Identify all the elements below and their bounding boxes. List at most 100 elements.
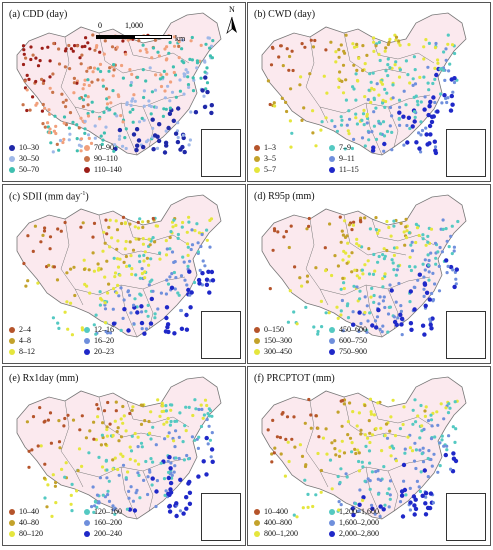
station-dot [51,90,55,94]
station-dot [352,220,356,224]
map-sdii [16,194,222,338]
station-dot [144,309,148,313]
station-dot [357,469,361,473]
station-dot [171,118,176,124]
station-dot [124,52,128,56]
station-dot [190,243,195,247]
station-dot [27,77,31,81]
station-dot [177,435,181,439]
station-dot [343,235,348,239]
station-dot [412,459,417,463]
station-dot [111,74,115,78]
station-dot [55,278,60,282]
station-dot [207,424,211,428]
station-dot [68,111,73,115]
station-dot [412,119,417,124]
province-border [60,218,100,296]
station-dot [427,278,431,282]
station-dot [431,298,436,302]
station-dot [121,215,126,219]
station-dot [271,418,275,422]
station-dot [138,276,142,280]
station-dot [385,91,389,95]
station-dot [131,405,135,409]
station-dot [80,45,84,49]
station-dot [429,119,435,125]
station-dot [410,449,415,453]
station-dot [167,455,172,460]
station-dot [328,222,332,226]
legend-dot [9,508,15,515]
panel-rx1day: (e) Rx1day (mm) 10–40 120–160 40–80 160–… [2,366,246,546]
station-dot [128,411,132,416]
station-dot [187,215,191,219]
station-dot [103,303,107,307]
station-dot [75,149,79,153]
station-dot [203,75,208,80]
station-dot [405,236,409,240]
station-dot [397,39,401,43]
legend-dot [9,337,15,344]
station-dot [134,237,138,241]
station-dot [168,403,173,407]
station-dot [423,414,427,418]
station-dot [382,247,386,251]
legend-dot [254,348,260,355]
station-dot [204,435,209,441]
south-china-sea-inset [446,311,486,359]
station-dot [202,94,206,98]
station-dot [102,131,106,135]
station-dot [401,422,405,427]
station-dot [336,474,340,479]
station-dot [146,219,150,224]
station-dot [81,87,85,91]
legend-item: 8–12 [9,346,84,357]
station-dot [92,510,96,514]
station-dot [140,267,144,271]
station-dot [321,436,325,440]
station-dot [426,253,430,257]
station-dot [33,224,37,228]
panel-title: (f) PRCPTOT (mm) [254,373,335,384]
legend-item: 10–40 [9,506,84,517]
station-dot [346,316,351,320]
station-dot [209,447,215,452]
station-dot [118,257,122,261]
station-dot [289,224,293,228]
station-dot [169,461,173,465]
station-dot [342,281,346,285]
station-dot [388,124,392,128]
station-dot [162,69,166,73]
station-dot [196,250,200,254]
station-dot [382,257,386,261]
station-dot [339,399,343,403]
station-dot [453,400,457,404]
station-dot [441,218,445,222]
station-dot [87,268,91,272]
station-dot [419,470,423,474]
legend-item: 300–450 [254,346,329,357]
station-dot [357,276,361,280]
station-dot [155,224,160,228]
station-dot [415,479,419,483]
province-border [60,400,100,478]
station-dot [351,85,355,89]
station-dot [319,299,323,303]
station-dot [336,264,340,268]
station-dot [426,456,430,461]
station-dot [363,216,367,220]
legend-label: 70–90 [94,143,114,152]
station-dot [140,310,144,314]
station-dot [116,467,120,472]
station-dot [325,91,329,95]
station-dot [83,127,87,131]
station-dot [115,228,120,232]
station-dot [105,476,109,480]
station-dot [121,144,125,148]
station-dot [116,239,120,243]
station-dot [268,102,272,107]
legend-label: 400–800 [264,518,292,527]
station-dot [103,275,107,279]
station-dot [144,459,148,464]
province-border [319,106,329,124]
